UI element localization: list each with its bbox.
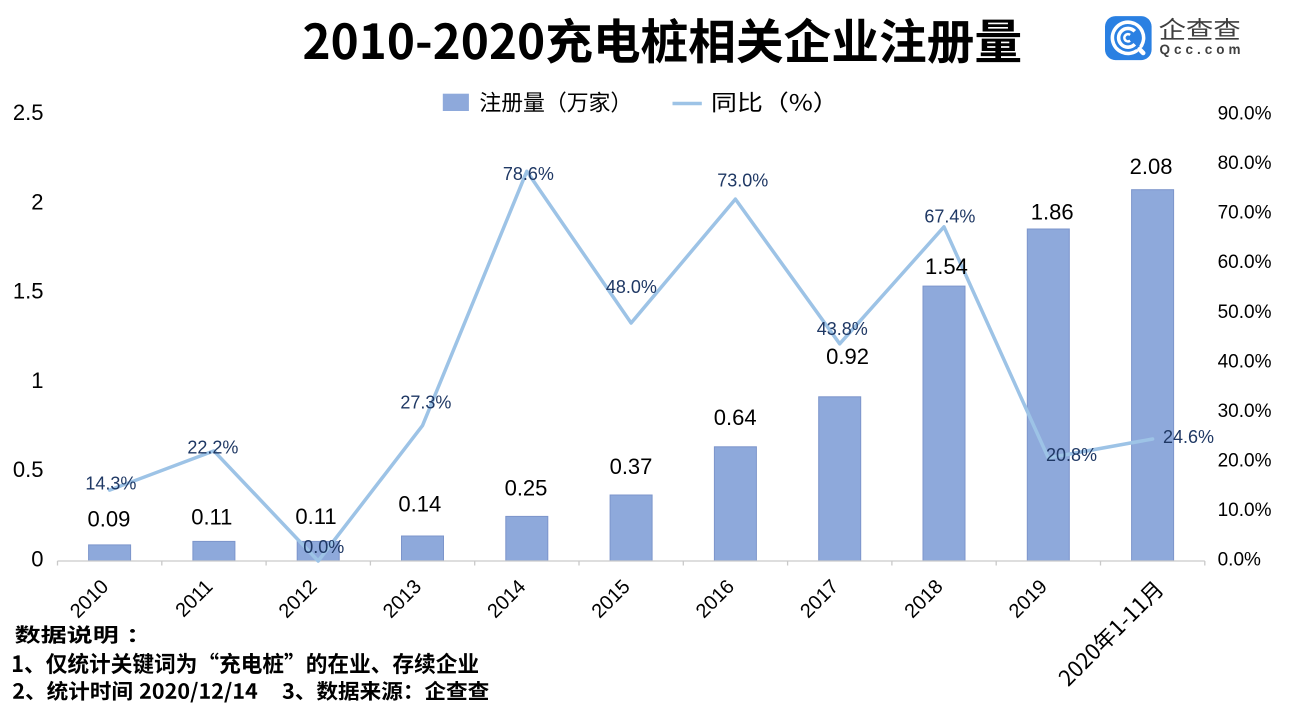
svg-text:2.08: 2.08 [1130, 154, 1173, 179]
svg-text:0.0%: 0.0% [303, 537, 344, 557]
svg-text:0: 0 [31, 546, 43, 571]
svg-text:0.64: 0.64 [714, 405, 757, 430]
svg-text:0.25: 0.25 [505, 476, 548, 501]
svg-text:2: 2 [31, 189, 43, 214]
svg-text:2.5: 2.5 [13, 100, 44, 125]
svg-text:1: 1 [31, 368, 43, 393]
svg-text:30.0%: 30.0% [1218, 401, 1272, 422]
svg-text:40.0%: 40.0% [1218, 351, 1272, 372]
svg-text:73.0%: 73.0% [717, 170, 768, 190]
svg-text:0.14: 0.14 [398, 492, 441, 517]
svg-text:50.0%: 50.0% [1218, 302, 1272, 323]
svg-text:0.09: 0.09 [87, 507, 130, 532]
svg-text:0.92: 0.92 [826, 344, 869, 369]
svg-text:48.0%: 48.0% [606, 277, 657, 297]
svg-text:43.8%: 43.8% [817, 319, 868, 339]
svg-text:20.0%: 20.0% [1218, 451, 1272, 472]
svg-text:67.4%: 67.4% [924, 206, 975, 226]
svg-text:78.6%: 78.6% [503, 164, 554, 184]
svg-text:90.0%: 90.0% [1218, 104, 1272, 125]
svg-text:22.2%: 22.2% [187, 438, 238, 458]
svg-text:0.37: 0.37 [610, 454, 653, 479]
svg-text:0.5: 0.5 [13, 457, 44, 482]
svg-text:80.0%: 80.0% [1218, 153, 1272, 174]
svg-text:0.11: 0.11 [191, 504, 232, 529]
svg-text:10.0%: 10.0% [1218, 500, 1272, 521]
svg-text:0.11: 0.11 [295, 504, 336, 529]
svg-text:0.0%: 0.0% [1218, 550, 1261, 571]
svg-text:20.8%: 20.8% [1046, 445, 1097, 465]
svg-text:14.3%: 14.3% [85, 474, 136, 494]
svg-text:Qcc.com: Qcc.com [1160, 42, 1245, 57]
svg-text:70.0%: 70.0% [1218, 203, 1272, 224]
svg-text:1.54: 1.54 [925, 254, 968, 279]
svg-text:1.5: 1.5 [13, 279, 44, 304]
svg-text:60.0%: 60.0% [1218, 252, 1272, 273]
svg-text:24.6%: 24.6% [1163, 427, 1214, 447]
svg-text:27.3%: 27.3% [400, 392, 451, 412]
svg-text:1.86: 1.86 [1031, 200, 1074, 225]
